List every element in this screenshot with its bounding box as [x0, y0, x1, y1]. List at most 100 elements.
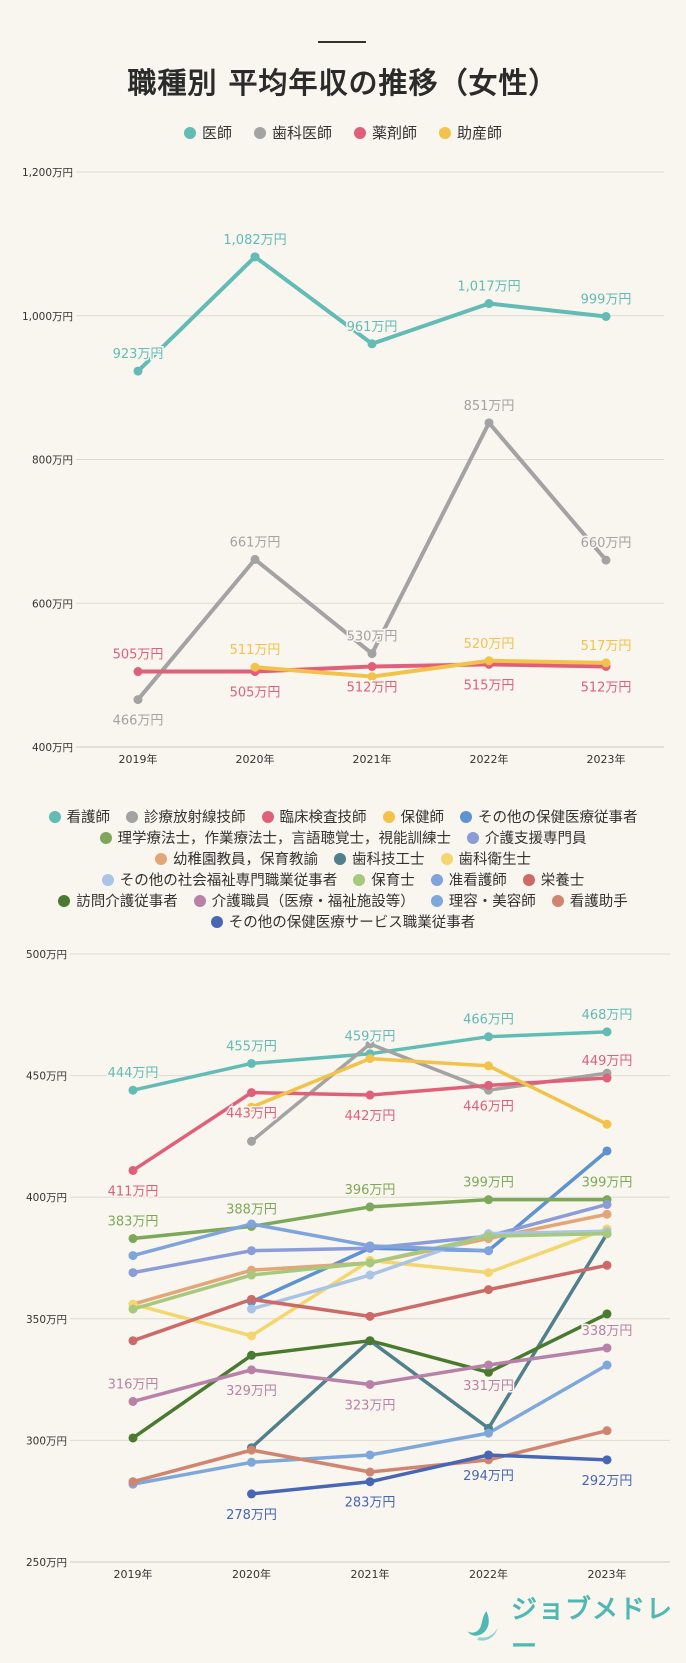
legend-item: 介護支援専門員 [467, 827, 587, 848]
data-label: 517万円 [581, 639, 632, 654]
data-point [365, 1258, 375, 1268]
legend-item: 保育士 [353, 869, 415, 890]
data-label: 999万円 [581, 292, 632, 307]
data-point [128, 1396, 138, 1406]
data-point [367, 662, 377, 671]
legend-dot-icon [126, 810, 138, 823]
data-point [250, 252, 260, 262]
legend-dot-icon [430, 873, 443, 886]
y-tick-label: 800万円 [32, 455, 73, 467]
legend-dot-icon [99, 831, 112, 844]
data-point [247, 1270, 256, 1280]
chart-legend: 看護師 診療放射線技師 臨床検査技師 保健師 その他の保健医療従事者 理学療法士，作業療法… [0, 806, 686, 932]
data-point [601, 555, 611, 565]
legend-dot-icon [183, 126, 196, 139]
series-line [249, 1229, 609, 1311]
brand-logo-text: ジョブメドレー [511, 1595, 674, 1662]
series-line [249, 1056, 609, 1126]
legend-dot-icon [439, 126, 452, 139]
legend-dot-icon [551, 894, 564, 907]
data-label: 338万円 [582, 1324, 633, 1339]
legend-item: 介護職員（医療・福祉施設等） [193, 890, 415, 911]
data-point [601, 658, 611, 668]
legend-label: 訪問介護従事者 [76, 894, 178, 910]
data-point [365, 1450, 375, 1460]
data-label: 505万円 [113, 648, 164, 663]
x-tick-label: 2019年 [114, 1567, 153, 1581]
data-point [247, 1246, 256, 1256]
legend-label: 歯科技工士 [352, 852, 425, 868]
data-point [247, 1058, 256, 1068]
data-point [128, 1085, 138, 1095]
data-point [365, 1467, 375, 1477]
data-point [128, 1477, 138, 1487]
data-point [250, 554, 260, 564]
x-tick-label: 2022年 [470, 752, 509, 766]
data-point [367, 672, 377, 682]
data-label: 444万円 [108, 1066, 159, 1081]
data-label: 449万円 [582, 1054, 633, 1069]
data-point [247, 1088, 256, 1098]
data-label: 399万円 [463, 1176, 514, 1191]
data-point [247, 1219, 256, 1229]
legend-dot-icon [101, 873, 114, 886]
y-tick-label: 450万円 [26, 1071, 67, 1083]
legend-label: 理容・美容師 [448, 894, 536, 910]
data-label: 1,082万円 [223, 233, 286, 248]
x-tick-label: 2023年 [588, 1567, 627, 1581]
data-point [128, 1234, 138, 1244]
data-point [602, 1360, 612, 1370]
page-title: 職種別 平均年収の推移（女性） [127, 66, 559, 100]
data-label: 383万円 [108, 1215, 159, 1230]
legend-dot-icon [253, 126, 266, 139]
legend-label: 介護支援専門員 [485, 831, 587, 847]
legend-row: 理学療法士，作業療法士，言語聴覚士，視能訓練士 介護支援専門員 [0, 827, 686, 848]
data-point [247, 1365, 256, 1375]
data-point [128, 1336, 138, 1346]
legend-item: 訪問介護従事者 [58, 890, 178, 911]
legend-dot-icon [48, 810, 61, 823]
legend-label: その他の保健医療サービス職業従事者 [228, 915, 476, 931]
x-tick-label: 2021年 [353, 752, 392, 766]
data-point [247, 1457, 256, 1467]
legend-label: 薬剤師 [372, 124, 418, 142]
data-point [484, 418, 494, 428]
legend-item: 理学療法士，作業療法士，言語聴覚士，視能訓練士 [99, 827, 451, 848]
data-label: 660万円 [581, 536, 632, 551]
legend-label: 歯科医師 [271, 124, 332, 142]
legend-item: 准看護師 [430, 869, 507, 890]
data-point [128, 1165, 138, 1175]
legend-dot-icon [382, 810, 395, 823]
y-tick-label: 400万円 [32, 742, 73, 754]
legend-item: 薬剤師 [354, 122, 417, 143]
legend-label: 看護師 [66, 810, 111, 826]
y-tick-label: 1,200万円 [22, 167, 73, 179]
data-point [602, 1027, 612, 1037]
leaf-mark-icon [467, 1611, 498, 1641]
legend-item: 医師 [183, 122, 232, 143]
series-line [249, 1453, 609, 1496]
data-point [602, 1209, 612, 1219]
legend-item: その他の社会福祉専門職業従事者 [101, 869, 337, 890]
legend-dot-icon [353, 873, 366, 886]
legend-label: 栄養士 [540, 873, 585, 889]
legend-dot-icon [467, 831, 479, 844]
data-label: 520万円 [464, 637, 515, 652]
legend-item: 助産師 [439, 122, 502, 143]
x-tick-label: 2021年 [351, 1567, 390, 1581]
data-label: 466万円 [113, 714, 164, 729]
series-line [131, 1222, 491, 1258]
data-point [365, 1039, 375, 1049]
data-point [365, 1477, 375, 1487]
legend-row: 訪問介護従事者 介護職員（医療・福祉施設等） 理容・美容師 看護助手 [0, 890, 686, 911]
data-label: 961万円 [347, 320, 398, 335]
legend-dot-icon [440, 852, 453, 865]
data-point [602, 1309, 612, 1319]
y-tick-label: 400万円 [26, 1192, 67, 1204]
data-point [128, 1304, 138, 1314]
legend-label: 歯科衛生士 [458, 852, 532, 868]
legend-row: その他の社会福祉専門職業従事者 保育士 准看護師 栄養士 [0, 869, 686, 890]
legend-label: 看護助手 [569, 894, 628, 910]
data-point [365, 1270, 375, 1280]
data-label: 323万円 [345, 1398, 396, 1413]
